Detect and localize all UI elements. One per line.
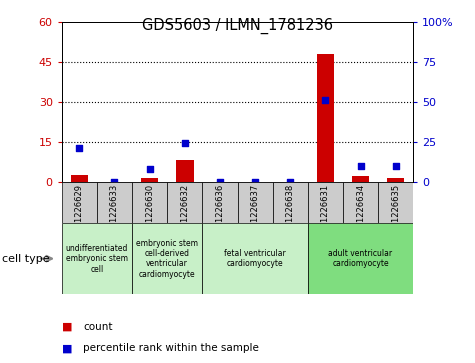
Bar [62,182,97,223]
Bar [238,182,273,223]
Bar [352,176,369,182]
Text: cell type: cell type [2,254,50,264]
Text: GSM1226638: GSM1226638 [286,184,294,240]
Text: GSM1226630: GSM1226630 [145,184,154,240]
Point [357,163,364,168]
Text: GSM1226635: GSM1226635 [391,184,400,240]
Bar [308,182,343,223]
Point [251,179,259,184]
Point [322,97,329,103]
Text: GSM1226634: GSM1226634 [356,184,365,240]
Bar [176,160,194,182]
Point [181,140,189,146]
Text: ■: ■ [62,322,72,332]
Point [392,163,399,168]
Bar [132,182,167,223]
Point [111,179,118,184]
Bar [71,175,88,182]
Text: adult ventricular
cardiomyocyte: adult ventricular cardiomyocyte [328,249,392,268]
Text: GDS5603 / ILMN_1781236: GDS5603 / ILMN_1781236 [142,18,333,34]
Bar [132,223,202,294]
Text: GSM1226636: GSM1226636 [216,184,224,240]
Bar [141,178,158,182]
Text: count: count [83,322,113,332]
Bar [343,182,378,223]
Text: fetal ventricular
cardiomyocyte: fetal ventricular cardiomyocyte [224,249,286,268]
Text: GSM1226631: GSM1226631 [321,184,330,240]
Text: embryonic stem
cell-derived
ventricular
cardiomyocyte: embryonic stem cell-derived ventricular … [136,238,198,279]
Bar [387,178,404,182]
Text: GSM1226632: GSM1226632 [180,184,189,240]
Bar [97,182,132,223]
Text: ■: ■ [62,343,72,354]
Bar [167,182,202,223]
Point [146,166,153,172]
Bar [202,182,238,223]
Text: GSM1226633: GSM1226633 [110,184,119,240]
Bar [378,182,413,223]
Bar [202,223,308,294]
Text: percentile rank within the sample: percentile rank within the sample [83,343,259,354]
Point [76,145,83,151]
Bar [62,223,132,294]
Bar [316,54,334,182]
Text: GSM1226629: GSM1226629 [75,184,84,240]
Text: undifferentiated
embryonic stem
cell: undifferentiated embryonic stem cell [66,244,128,274]
Text: GSM1226637: GSM1226637 [251,184,259,240]
Bar [273,182,308,223]
Point [216,179,224,184]
Bar [308,223,413,294]
Point [286,179,294,184]
